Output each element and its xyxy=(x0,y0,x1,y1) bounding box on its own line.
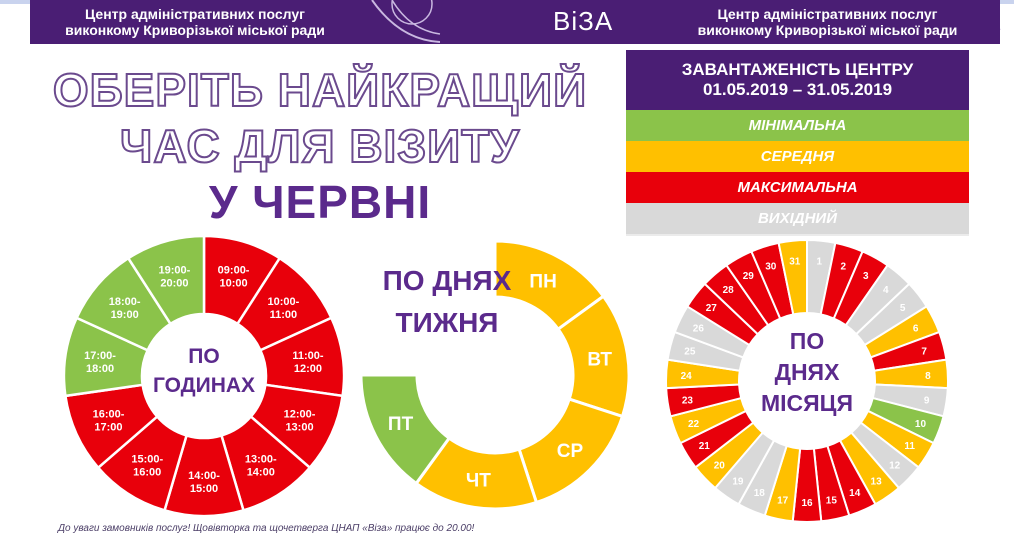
month-center-line3: МІСЯЦЯ xyxy=(761,390,853,416)
month-day-label: 6 xyxy=(913,324,919,335)
hours-segment xyxy=(126,234,206,326)
header-banner-middle xyxy=(360,0,655,44)
month-day-label: 11 xyxy=(904,441,915,452)
month-day-label: 10 xyxy=(915,419,927,430)
hours-segment-label: 18:00- xyxy=(109,296,141,308)
month-day-label: 9 xyxy=(924,395,930,406)
month-center-line1: ПО xyxy=(790,328,824,354)
hours-donut: 09:00-10:0010:00-11:0011:00-12:0012:00-1… xyxy=(62,234,346,518)
legend-item-minimal: МІНІМАЛЬНА xyxy=(626,110,969,141)
month-day-label: 8 xyxy=(925,371,931,382)
month-day-label: 1 xyxy=(816,257,822,268)
weekday-segment-label: ВТ xyxy=(587,349,612,370)
footer-note: До уваги замовників послуг! Щовівторка т… xyxy=(58,523,475,534)
hours-segment-label: 19:00 xyxy=(111,309,139,321)
month-day-label: 23 xyxy=(682,395,694,406)
weekday-arc: ПН ВТ СР ЧТ ПТ xyxy=(359,239,631,511)
month-day-label: 20 xyxy=(714,460,726,471)
month-day-segment xyxy=(777,238,808,316)
month-day-label: 7 xyxy=(921,347,927,358)
weekday-segment-label: ПТ xyxy=(388,414,414,435)
hours-segment-label: 16:00 xyxy=(133,466,161,478)
hours-segment-label: 18:00 xyxy=(86,363,114,375)
title-line2: ЧАС ДЛЯ ВІЗИТУ xyxy=(119,119,520,173)
weekday-segment xyxy=(359,373,452,486)
month-day-label: 27 xyxy=(706,303,718,314)
legend-heading: ЗАВАНТАЖЕНІСТЬ ЦЕНТРУ xyxy=(681,60,914,79)
legend-period: 01.05.2019 – 31.05.2019 xyxy=(702,80,893,99)
hours-segment-label: 19:00- xyxy=(159,264,191,276)
hours-segment-label: 14:00 xyxy=(247,466,275,478)
weekday-title-line1: ПО ДНЯХ xyxy=(383,265,512,296)
page-title: ОБЕРІТЬ НАЙКРАЩИЙ ЧАС ДЛЯ ВІЗИТУ У ЧЕРВН… xyxy=(40,62,600,230)
month-day-label: 17 xyxy=(777,496,789,507)
hours-segment-label: 14:00- xyxy=(188,470,220,482)
header-banner-right: Центр адміністративних послуг виконкому … xyxy=(655,0,1000,44)
hours-segment-label: 12:00 xyxy=(294,363,322,375)
weekday-segment-label: ЧТ xyxy=(466,471,491,492)
month-day-label: 15 xyxy=(826,496,838,507)
month-day-label: 16 xyxy=(801,498,813,509)
hours-segment-label: 17:00 xyxy=(94,422,122,434)
month-day-label: 2 xyxy=(840,262,846,273)
month-day-label: 22 xyxy=(688,419,700,430)
month-day-label: 5 xyxy=(900,303,906,314)
month-day-label: 24 xyxy=(681,371,693,382)
month-day-label: 13 xyxy=(871,476,883,487)
title-line3: У ЧЕРВНІ xyxy=(208,176,432,228)
month-day-label: 12 xyxy=(889,460,901,471)
header-right-line1: Центр адміністративних послуг xyxy=(717,6,938,22)
header-left-line1: Центр адміністративних послуг xyxy=(85,6,305,22)
viza-logo: ВіЗА xyxy=(553,6,614,36)
hours-segment-label: 11:00 xyxy=(270,309,298,321)
month-day-label: 19 xyxy=(732,476,744,487)
month-day-label: 29 xyxy=(743,271,755,282)
month-day-label: 21 xyxy=(699,441,711,452)
hours-segment-label: 15:00 xyxy=(190,483,218,495)
month-donut: 1 234567891011121314151617181920212223242… xyxy=(665,238,949,524)
hours-segment-label: 20:00 xyxy=(160,277,188,289)
month-center-line2: ДНЯХ xyxy=(775,359,841,385)
legend-item-maximal: МАКСИМАЛЬНА xyxy=(626,172,969,203)
legend-item-dayoff: ВИХІДНИЙ xyxy=(626,203,969,234)
month-day-label: 30 xyxy=(765,262,777,273)
month-day-label: 28 xyxy=(723,285,735,296)
hours-segment-label: 12:00- xyxy=(284,409,316,421)
hours-segment-label: 10:00 xyxy=(220,277,248,289)
hours-segment-label: 17:00- xyxy=(84,350,116,362)
hours-segment-label: 16:00- xyxy=(93,409,125,421)
header-banner-left: Центр адміністративних послуг виконкому … xyxy=(30,0,360,44)
hours-segment-label: 13:00- xyxy=(245,453,277,465)
month-day-label: 3 xyxy=(863,271,869,282)
hours-center-line2: ГОДИНАХ xyxy=(153,374,255,397)
legend-item-medium: СЕРЕДНЯ xyxy=(626,141,969,172)
month-day-label: 31 xyxy=(789,257,801,268)
month-day-label: 4 xyxy=(883,285,889,296)
hours-segment-label: 13:00 xyxy=(285,422,313,434)
load-legend: ЗАВАНТАЖЕНІСТЬ ЦЕНТРУ 01.05.2019 – 31.05… xyxy=(626,50,969,236)
hours-segment-label: 11:00- xyxy=(292,350,324,362)
legend-heading-box: ЗАВАНТАЖЕНІСТЬ ЦЕНТРУ 01.05.2019 – 31.05… xyxy=(626,50,969,110)
month-day-label: 18 xyxy=(754,488,766,499)
hours-segment-label: 15:00- xyxy=(131,453,163,465)
header-right-line2: виконкому Криворізької міської ради xyxy=(697,22,958,38)
weekday-title-line2: ТИЖНЯ xyxy=(396,307,499,338)
title-line1: ОБЕРІТЬ НАЙКРАЩИЙ xyxy=(52,63,588,117)
month-day-label: 25 xyxy=(684,347,696,358)
weekday-segment-label: СР xyxy=(557,441,584,462)
month-day-label: 14 xyxy=(849,488,861,499)
hours-segment-label: 09:00- xyxy=(218,264,250,276)
header-left-line2: виконкому Криворізької міської ради xyxy=(65,22,325,38)
hours-segment-label: 10:00- xyxy=(267,296,299,308)
hours-center-line1: ПО xyxy=(188,345,219,368)
month-day-label: 26 xyxy=(693,324,705,335)
weekday-segment-label: ПН xyxy=(529,272,556,293)
